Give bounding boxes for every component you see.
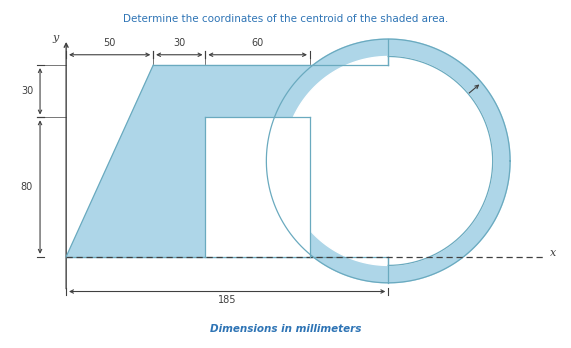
Text: Dimensions in millimeters: Dimensions in millimeters — [210, 324, 361, 334]
Text: Determine the coordinates of the centroid of the shaded area.: Determine the coordinates of the centroi… — [123, 14, 448, 24]
Text: 30: 30 — [173, 38, 186, 48]
Text: 80: 80 — [21, 182, 33, 192]
Polygon shape — [66, 65, 388, 257]
Text: 185: 185 — [218, 295, 236, 306]
Polygon shape — [284, 56, 493, 266]
Text: 30: 30 — [21, 86, 33, 96]
Text: 50: 50 — [103, 38, 116, 48]
Bar — [206, 117, 310, 257]
Text: 60: 60 — [402, 187, 415, 197]
Text: x: x — [550, 248, 556, 258]
Polygon shape — [266, 39, 510, 283]
Text: 60: 60 — [251, 38, 264, 48]
Text: y: y — [53, 33, 59, 42]
Text: 70: 70 — [402, 118, 415, 128]
